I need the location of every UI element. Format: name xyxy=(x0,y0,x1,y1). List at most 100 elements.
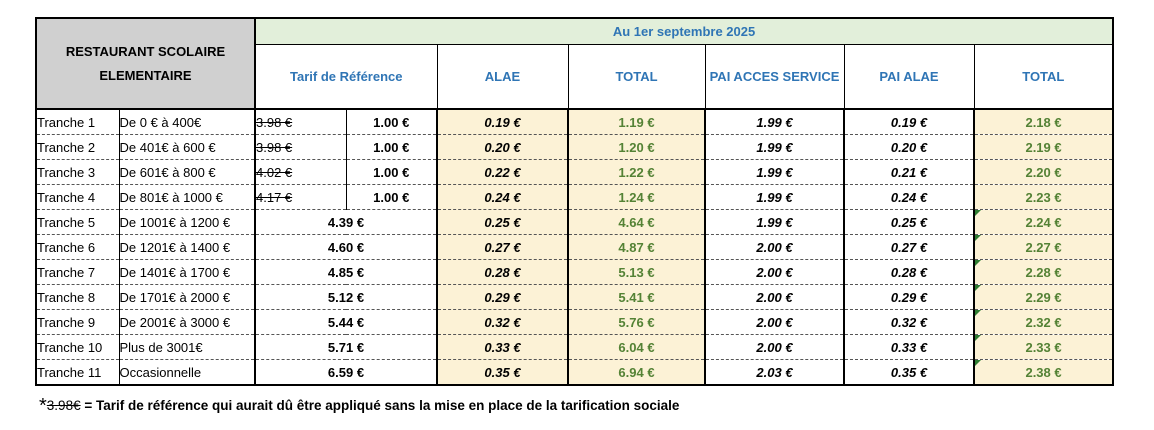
total-cell: 1.20 € xyxy=(568,134,706,160)
pai-acces-service-cell: 1.99 € xyxy=(705,209,845,235)
tranche-cell: Tranche 4 xyxy=(35,184,120,210)
tarif-table: RESTAURANT SCOLAIRE ELEMENTAIRE Au 1er s… xyxy=(35,17,1115,386)
col-header-total: TOTAL xyxy=(567,44,706,110)
income-range-cell: De 1201€ à 1400 € xyxy=(119,234,256,260)
old-tariff-cell: 3.98 € xyxy=(255,134,347,160)
income-range-cell: De 601€ à 800 € xyxy=(119,159,256,185)
pai-acces-service-cell: 2.00 € xyxy=(705,309,845,335)
total-pai-cell: 2.29 € xyxy=(974,284,1115,310)
tranche-cell: Tranche 11 xyxy=(35,359,120,386)
total-pai-cell: 2.33 € xyxy=(974,334,1115,360)
income-range-cell: De 1401€ à 1700 € xyxy=(119,259,256,285)
income-range-cell: De 1001€ à 1200 € xyxy=(119,209,256,235)
table-row: Tranche 10 Plus de 3001€ 5.71 €0.33 €6.04 … xyxy=(35,334,1115,360)
table-row: Tranche 7 De 1401€ à 1700 €4.85 €0.28 €5.… xyxy=(35,259,1115,285)
reference-tariff-cell: 4.85 € xyxy=(255,259,438,285)
reference-tariff-cell: 6.59 € xyxy=(255,359,438,386)
total-cell: 4.64 € xyxy=(568,209,706,235)
total-pai-cell: 2.19 € xyxy=(974,134,1115,160)
footnote-text: = Tarif de référence qui aurait dû être … xyxy=(80,398,680,413)
total-cell: 1.19 € xyxy=(568,109,706,135)
table-title-line2: ELEMENTAIRE xyxy=(99,67,192,83)
table-body: Tranche 1 De 0 € à 400€ 3.98 €1.00 €0.19 €… xyxy=(35,109,1115,386)
total-pai-cell: 2.20 € xyxy=(974,159,1115,185)
pai-acces-service-cell: 2.03 € xyxy=(705,359,845,386)
tranche-cell: Tranche 10 xyxy=(35,334,120,360)
table-row: Tranche 4 De 801€ à 1000 €4.17 €1.00 € 0.2… xyxy=(35,184,1115,210)
total-pai-cell: 2.27 € xyxy=(974,234,1115,260)
reference-tariff-cell: 4.60 € xyxy=(255,234,438,260)
total-cell: 6.04 € xyxy=(568,334,706,360)
table-row: Tranche 1 De 0 € à 400€ 3.98 €1.00 €0.19 €… xyxy=(35,109,1115,135)
alae-cell: 0.25 € xyxy=(437,209,569,235)
pai-alae-cell: 0.28 € xyxy=(844,259,975,285)
col-header-pai-alae: PAI ALAE xyxy=(843,44,975,110)
total-pai-cell: 2.28 € xyxy=(974,259,1115,285)
alae-cell: 0.20 € xyxy=(437,134,569,160)
col-header-tarif-reference: Tarif de Référence xyxy=(254,44,438,110)
income-range-cell: Occasionnelle xyxy=(119,359,256,386)
pai-alae-cell: 0.35 € xyxy=(844,359,975,386)
income-range-cell: De 801€ à 1000 € xyxy=(119,184,256,210)
table-row: Tranche 3 De 601€ à 800 €4.02 €1.00 €0.22… xyxy=(35,159,1115,185)
table-row: Tranche 8 De 1701€ à 2000 €5.12 €0.29 €5.… xyxy=(35,284,1115,310)
alae-cell: 0.33 € xyxy=(437,334,569,360)
total-cell: 4.87 € xyxy=(568,234,706,260)
alae-cell: 0.32 € xyxy=(437,309,569,335)
total-cell: 5.76 € xyxy=(568,309,706,335)
reference-tariff-cell: 1.00 € xyxy=(346,134,438,160)
total-pai-cell: 2.24 € xyxy=(974,209,1115,235)
date-header: Au 1er septembre 2025 xyxy=(253,17,1115,45)
pai-acces-service-cell: 2.00 € xyxy=(705,334,845,360)
total-cell: 1.24 € xyxy=(568,184,706,210)
tranche-cell: Tranche 7 xyxy=(35,259,120,285)
reference-tariff-cell: 5.71 € xyxy=(255,334,438,360)
pai-alae-cell: 0.21 € xyxy=(844,159,975,185)
total-pai-cell: 2.18 € xyxy=(974,109,1115,135)
total-cell: 1.22 € xyxy=(568,159,706,185)
tranche-cell: Tranche 9 xyxy=(35,309,120,335)
col-header-total-pai: TOTAL xyxy=(973,44,1115,110)
total-cell: 5.41 € xyxy=(568,284,706,310)
tranche-cell: Tranche 6 xyxy=(35,234,120,260)
alae-cell: 0.27 € xyxy=(437,234,569,260)
pai-acces-service-cell: 1.99 € xyxy=(705,109,845,135)
table-title: RESTAURANT SCOLAIRE ELEMENTAIRE xyxy=(35,17,256,110)
old-tariff-cell: 4.17 € xyxy=(255,184,347,210)
col-header-alae: ALAE xyxy=(436,44,569,110)
reference-tariff-cell: 4.39 € xyxy=(255,209,438,235)
reference-tariff-cell: 5.44 € xyxy=(255,309,438,335)
reference-tariff-cell: 1.00 € xyxy=(346,159,438,185)
pai-acces-service-cell: 2.00 € xyxy=(705,234,845,260)
pai-alae-cell: 0.19 € xyxy=(844,109,975,135)
pai-alae-cell: 0.33 € xyxy=(844,334,975,360)
total-pai-cell: 2.32 € xyxy=(974,309,1115,335)
reference-tariff-cell: 5.12 € xyxy=(255,284,438,310)
table-row: Tranche 9 De 2001€ à 3000 €5.44 €0.32 €5.… xyxy=(35,309,1115,335)
table-title-line1: RESTAURANT SCOLAIRE xyxy=(65,43,226,59)
col-header-pai-acces-service: PAI ACCES SERVICE xyxy=(704,44,845,110)
alae-cell: 0.22 € xyxy=(437,159,569,185)
footnote-star: * xyxy=(39,395,47,417)
table-row: Tranche 6 De 1201€ à 1400 €4.60 €0.27 €4.… xyxy=(35,234,1115,260)
footnote: *3.98€ = Tarif de référence qui aurait d… xyxy=(39,393,680,417)
pai-alae-cell: 0.24 € xyxy=(844,184,975,210)
table-row: Tranche 5 De 1001€ à 1200 €4.39 €0.25 €4.… xyxy=(35,209,1115,235)
table-row: Tranche 11 Occasionnelle 6.59 € 0.35 € 6.94 … xyxy=(35,359,1115,386)
income-range-cell: De 1701€ à 2000 € xyxy=(119,284,256,310)
total-cell: 6.94 € xyxy=(568,359,706,386)
income-range-cell: De 401€ à 600 € xyxy=(119,134,256,160)
pai-alae-cell: 0.25 € xyxy=(844,209,975,235)
income-range-cell: De 2001€ à 3000 € xyxy=(119,309,256,335)
reference-tariff-cell: 1.00 € xyxy=(346,184,438,210)
reference-tariff-cell: 1.00 € xyxy=(346,109,438,135)
alae-cell: 0.19 € xyxy=(437,109,569,135)
table-row: Tranche 2 De 401€ à 600 €3.98 €1.00 €0.20… xyxy=(35,134,1115,160)
old-tariff-cell: 3.98 € xyxy=(255,109,347,135)
total-pai-cell: 2.23 € xyxy=(974,184,1115,210)
total-pai-cell: 2.38 € xyxy=(974,359,1115,386)
tranche-cell: Tranche 3 xyxy=(35,159,120,185)
tranche-cell: Tranche 2 xyxy=(35,134,120,160)
tranche-cell: Tranche 1 xyxy=(35,109,120,135)
tranche-cell: Tranche 8 xyxy=(35,284,120,310)
